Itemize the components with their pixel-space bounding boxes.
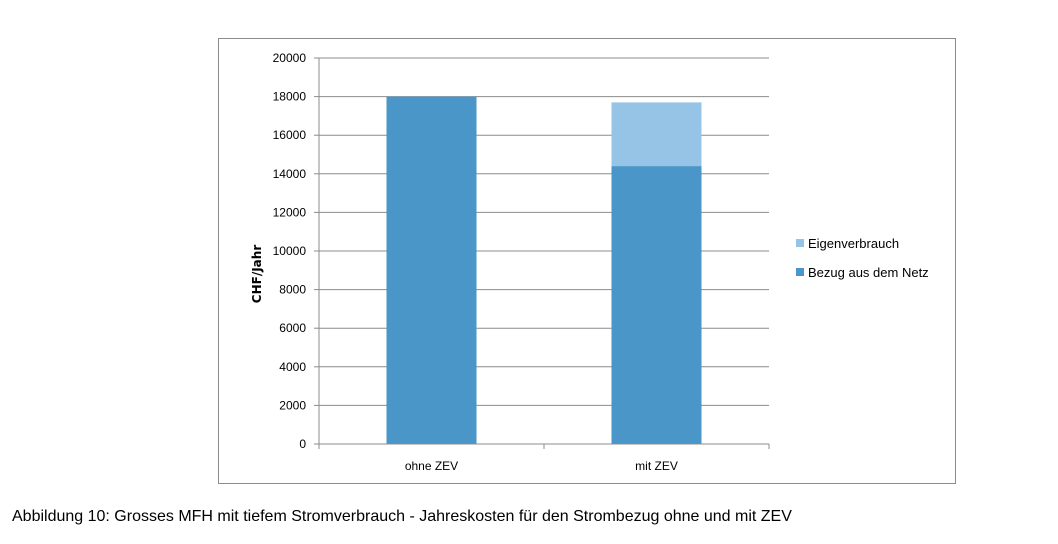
bar-segment xyxy=(386,96,477,444)
y-tick-label: 8000 xyxy=(279,283,306,297)
y-tick-label: 16000 xyxy=(273,128,307,142)
bars xyxy=(386,96,702,444)
legend-label: Bezug aus dem Netz xyxy=(808,265,929,280)
legend-label: Eigenverbrauch xyxy=(808,236,899,251)
y-tick-label: 4000 xyxy=(279,360,306,374)
y-tick-label: 2000 xyxy=(279,398,306,412)
y-tick-label: 14000 xyxy=(273,167,307,181)
x-tick-label: mit ZEV xyxy=(635,459,678,473)
bar-segment xyxy=(611,102,702,167)
y-tick-label: 12000 xyxy=(273,205,307,219)
x-tick-labels: ohne ZEV mit ZEV xyxy=(405,459,678,473)
bar-segment xyxy=(611,166,702,444)
x-tick-label: ohne ZEV xyxy=(405,459,458,473)
legend: Eigenverbrauch Bezug aus dem Netz xyxy=(796,236,929,280)
legend-swatch xyxy=(796,268,804,276)
y-tick-label: 0 xyxy=(299,437,306,451)
y-tick-label: 6000 xyxy=(279,321,306,335)
y-axis-title: CHF/Jahr xyxy=(250,245,264,304)
figure-caption: Abbildung 10: Grosses MFH mit tiefem Str… xyxy=(12,508,792,525)
y-tick-label: 18000 xyxy=(273,90,307,104)
y-tick-labels: 0 2000 4000 6000 8000 10000 12000 14000 16000 180… xyxy=(273,51,307,451)
legend-swatch xyxy=(796,239,804,247)
chart-frame: 0 2000 4000 6000 8000 10000 12000 14000 16000 180… xyxy=(218,38,956,484)
y-tick-label: 20000 xyxy=(273,51,307,65)
stacked-bar-chart: 0 2000 4000 6000 8000 10000 12000 14000 16000 180… xyxy=(250,51,929,473)
axes xyxy=(314,57,770,449)
y-tick-label: 10000 xyxy=(273,244,307,258)
